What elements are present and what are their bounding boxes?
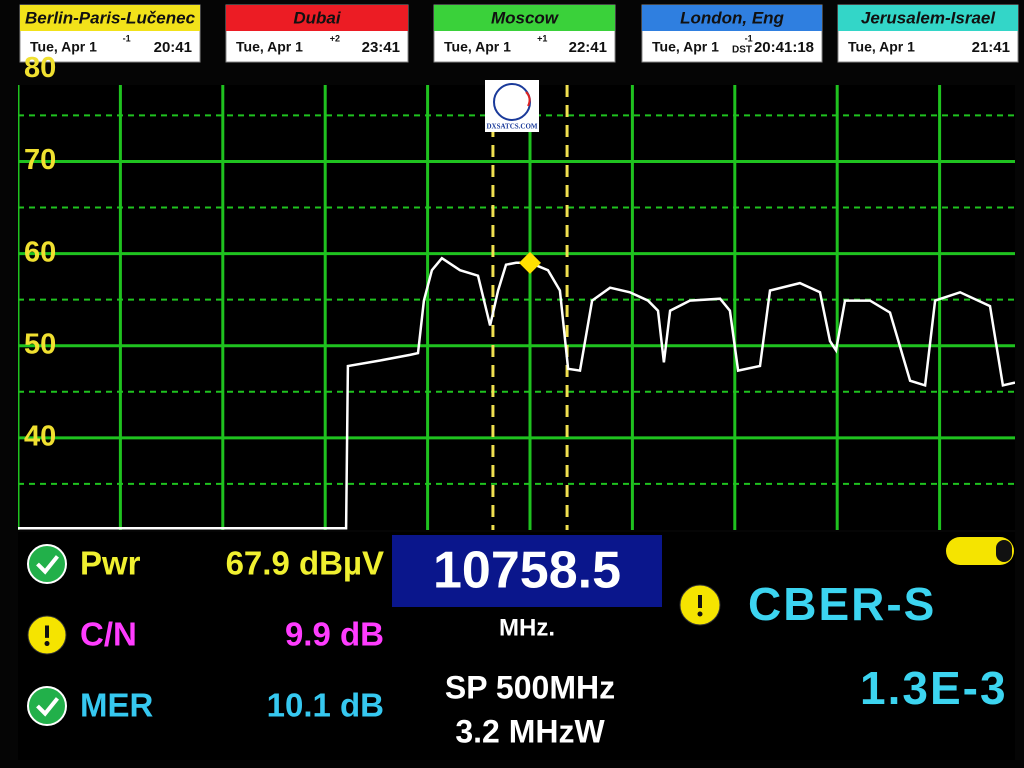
- measurement-label: MER: [80, 687, 154, 724]
- marker: [519, 251, 541, 274]
- clock-date: Tue, Apr 1: [236, 39, 303, 55]
- clock-time: 22:41: [569, 39, 607, 56]
- plot: [18, 85, 1015, 530]
- ok-icon: [27, 686, 67, 726]
- clock-header: [226, 5, 408, 31]
- clock-city: Berlin-Paris-Lučenec: [25, 8, 196, 27]
- y-tick-label: 40: [24, 421, 56, 453]
- icon-circle: [27, 686, 67, 726]
- measurement-value: 9.9 dB: [285, 616, 384, 653]
- y-tick-label: 50: [24, 328, 56, 360]
- clock-city: London, Eng: [680, 8, 784, 27]
- clock-date: Tue, Apr 1: [30, 39, 97, 55]
- clock-time: 21:41: [972, 39, 1010, 56]
- clock-header: [642, 5, 822, 31]
- clock-offset: +1: [537, 33, 547, 43]
- warn-icon: [679, 584, 721, 626]
- logo-text: DXSATCS.COM: [486, 123, 537, 131]
- y-tick-label: 70: [24, 144, 56, 176]
- icon-circle: [27, 544, 67, 584]
- clock-time: 20:41: [154, 39, 192, 56]
- status-value: 1.3E-3: [860, 662, 1008, 714]
- logo-wave: [525, 91, 531, 107]
- clock-header: [20, 5, 200, 31]
- measurement-value: 67.9 dBµV: [226, 545, 384, 582]
- y-tick-label: 60: [24, 236, 56, 268]
- icon-check: [36, 697, 60, 717]
- icon-check: [36, 555, 60, 575]
- logo: DXSATCS.COM: [485, 80, 539, 132]
- clock-time: 20:41:18: [754, 39, 814, 56]
- span: SP 500MHz: [445, 669, 615, 705]
- clock-offset: -1: [123, 33, 131, 43]
- battery-knob: [996, 540, 1012, 562]
- clock-header: [838, 5, 1018, 31]
- clock-offset: +2: [330, 33, 340, 43]
- icon-dot: [697, 611, 703, 617]
- frequency-box: [392, 535, 662, 607]
- clock-city: Moscow: [491, 8, 560, 27]
- clock-date: Tue, Apr 1: [848, 39, 915, 55]
- status-label: CBER-S: [748, 578, 936, 630]
- clock-header: [434, 5, 615, 31]
- bandwidth: 3.2 MHzW: [455, 713, 605, 749]
- clock-offset: -1: [745, 33, 753, 43]
- measurement-label: C/N: [80, 616, 137, 653]
- frequency-unit: MHz.: [499, 614, 555, 641]
- clock-date: Tue, Apr 1: [444, 39, 511, 55]
- ok-icon: [27, 544, 67, 584]
- clock-city: Jerusalem-Israel: [861, 8, 996, 27]
- clock-date: Tue, Apr 1: [652, 39, 719, 55]
- battery: [946, 537, 1014, 565]
- clock-time: 23:41: [362, 39, 400, 56]
- plot-area: [18, 85, 1015, 530]
- y-tick-label: 80: [24, 52, 56, 84]
- icon-dot: [44, 641, 50, 647]
- frequency: 10758.5: [433, 542, 621, 600]
- spectrum-trace: [18, 256, 1015, 530]
- clock-city: Dubai: [293, 8, 342, 27]
- clock-dst: DST: [732, 45, 752, 56]
- measurement-label: Pwr: [80, 545, 141, 582]
- warn-icon: [27, 615, 67, 655]
- measurement-value: 10.1 dB: [267, 687, 384, 724]
